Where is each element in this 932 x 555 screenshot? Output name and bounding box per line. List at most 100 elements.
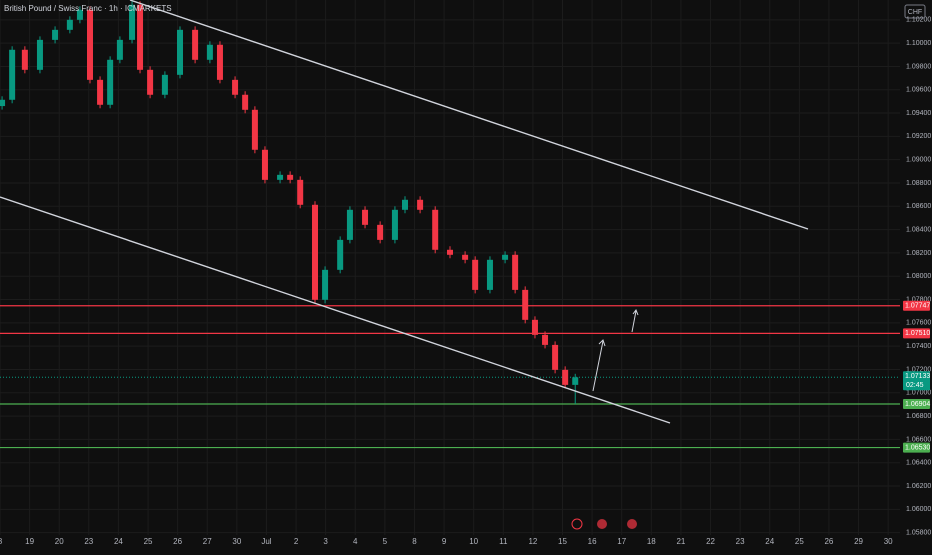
x-tick-label: 23 <box>84 537 93 546</box>
y-tick-label: 1.08800 <box>906 180 931 187</box>
x-tick-label: 3 <box>323 537 328 546</box>
axes: 1.10200 1.10000 1.09800 1.09600 1.09400 1.092… <box>0 17 931 546</box>
level-tag <box>903 328 930 339</box>
x-tick-label: 29 <box>854 537 863 546</box>
candle-body <box>362 209 369 225</box>
candle-body <box>161 74 168 95</box>
candle-body <box>87 9 93 80</box>
candle-body <box>402 199 408 210</box>
countdown: 02:45 <box>906 382 924 389</box>
event-icons <box>571 518 637 530</box>
x-tick-label: 11 <box>499 537 508 546</box>
x-tick-label: 19 <box>25 537 34 546</box>
last-price-tag <box>903 371 930 391</box>
y-tick-label: 1.06200 <box>906 483 931 490</box>
candle-body <box>76 9 83 20</box>
candles <box>0 1 579 404</box>
candle-body <box>512 254 519 290</box>
x-tick-label: 21 <box>676 537 685 546</box>
x-tick-label: 9 <box>442 537 447 546</box>
y-tick-label: 1.06400 <box>906 460 931 467</box>
x-tick-label: 27 <box>203 537 212 546</box>
currency-box[interactable] <box>904 4 926 19</box>
x-tick-label: 8 <box>0 537 3 546</box>
y-tick-label: 1.06600 <box>906 436 931 443</box>
candle-body <box>572 377 579 385</box>
event-icon[interactable] <box>597 519 607 529</box>
level-tag <box>903 300 930 311</box>
candle-body <box>432 209 439 250</box>
grid <box>0 0 900 535</box>
channel-lower <box>0 196 671 424</box>
x-tick-label: 15 <box>558 537 567 546</box>
channel-upper <box>129 0 809 230</box>
candle-body <box>177 29 183 75</box>
chart-title: British Pound / Swiss Franc · 1h · ICMAR… <box>4 4 172 13</box>
y-tick-label: 1.09400 <box>906 110 931 117</box>
levels <box>0 305 900 449</box>
event-icon[interactable] <box>571 518 583 530</box>
candle-body <box>377 224 384 240</box>
y-tick-label: 1.07200 <box>906 366 931 373</box>
candle-body <box>417 199 424 210</box>
candle-body <box>116 39 123 60</box>
x-tick-label: 17 <box>617 537 626 546</box>
x-tick-label: 2 <box>294 537 299 546</box>
level-tag <box>903 398 930 409</box>
candle-body <box>542 334 549 345</box>
candle-body <box>346 209 353 240</box>
candle-body <box>147 69 154 95</box>
candle-body <box>129 4 136 40</box>
y-tick-label: 1.09800 <box>906 63 931 70</box>
time-axis <box>0 535 932 550</box>
candle-body <box>66 19 73 30</box>
arrow <box>631 308 639 333</box>
last-price-label: 1.07133 <box>905 373 930 380</box>
candle-body <box>337 239 344 270</box>
event-icon[interactable] <box>627 519 637 529</box>
x-tick-label: 25 <box>144 537 153 546</box>
candle-body <box>287 174 294 180</box>
y-tick-label: 1.05800 <box>906 530 931 537</box>
candle-body <box>137 4 144 70</box>
y-tick-label: 1.07400 <box>906 343 931 350</box>
candle-body <box>21 49 28 70</box>
candle-body <box>462 254 469 260</box>
x-tick-label: 10 <box>469 537 478 546</box>
candle-body <box>447 249 453 255</box>
price-axis <box>900 0 932 550</box>
candle-body <box>322 269 329 300</box>
candle-body <box>242 94 249 110</box>
level-label: 1.06530 <box>905 444 930 451</box>
x-tick-label: 24 <box>114 537 123 546</box>
x-tick-label: Jul <box>261 537 271 546</box>
arrow <box>592 339 606 392</box>
y-tick-label: 1.08000 <box>906 273 931 280</box>
x-tick-label: 26 <box>824 537 833 546</box>
x-tick-label: 12 <box>528 537 537 546</box>
x-tick-label: 24 <box>765 537 774 546</box>
candle-body <box>36 39 43 70</box>
y-tick-label: 1.10200 <box>906 17 931 24</box>
y-tick-label: 1.07000 <box>906 390 931 397</box>
y-tick-label: 1.10000 <box>906 40 931 47</box>
candle-body <box>502 254 509 260</box>
candle-body <box>552 344 559 370</box>
candle-body <box>391 209 398 240</box>
level-label: 1.07510 <box>905 330 930 337</box>
candle-body <box>486 259 493 290</box>
currency: CHF <box>908 9 922 16</box>
x-tick-label: 23 <box>736 537 745 546</box>
candle-body <box>192 29 199 60</box>
x-tick-label: 30 <box>884 537 893 546</box>
y-tick-label: 1.06800 <box>906 413 931 420</box>
candle-body <box>216 44 223 80</box>
candle-body <box>232 79 239 95</box>
candle-body <box>531 319 538 335</box>
x-tick-label: 5 <box>383 537 388 546</box>
candle-body <box>261 149 268 180</box>
x-tick-label: 18 <box>647 537 656 546</box>
